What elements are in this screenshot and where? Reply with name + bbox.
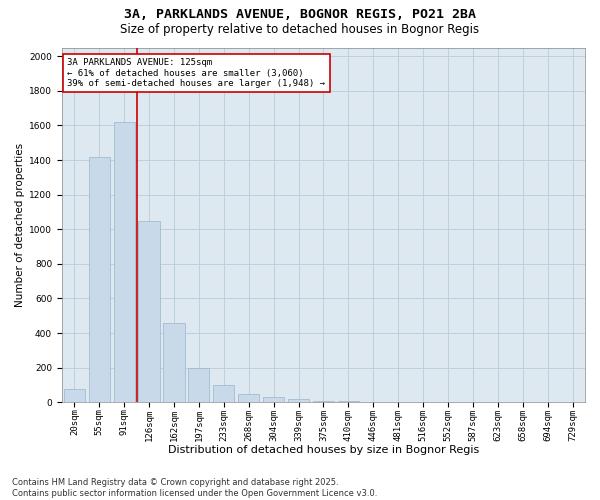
Bar bbox=[263, 397, 284, 402]
Bar bbox=[89, 156, 110, 402]
Bar bbox=[188, 368, 209, 402]
Bar bbox=[238, 394, 259, 402]
Bar bbox=[139, 220, 160, 402]
Bar bbox=[288, 399, 309, 402]
Bar bbox=[313, 400, 334, 402]
Bar bbox=[213, 385, 235, 402]
Text: 3A PARKLANDS AVENUE: 125sqm
← 61% of detached houses are smaller (3,060)
39% of : 3A PARKLANDS AVENUE: 125sqm ← 61% of det… bbox=[67, 58, 325, 88]
Text: Size of property relative to detached houses in Bognor Regis: Size of property relative to detached ho… bbox=[121, 22, 479, 36]
Text: Contains HM Land Registry data © Crown copyright and database right 2025.
Contai: Contains HM Land Registry data © Crown c… bbox=[12, 478, 377, 498]
Bar bbox=[113, 122, 135, 402]
Bar bbox=[64, 390, 85, 402]
X-axis label: Distribution of detached houses by size in Bognor Regis: Distribution of detached houses by size … bbox=[168, 445, 479, 455]
Y-axis label: Number of detached properties: Number of detached properties bbox=[15, 143, 25, 307]
Bar bbox=[163, 322, 185, 402]
Text: 3A, PARKLANDS AVENUE, BOGNOR REGIS, PO21 2BA: 3A, PARKLANDS AVENUE, BOGNOR REGIS, PO21… bbox=[124, 8, 476, 20]
